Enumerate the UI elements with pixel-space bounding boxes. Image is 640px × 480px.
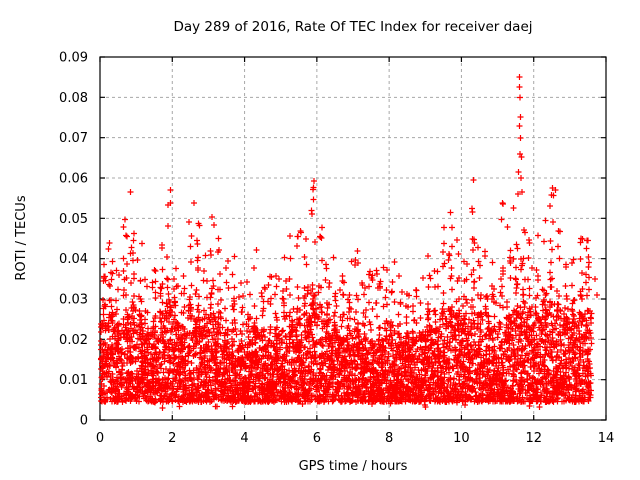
y-axis-label: ROTI / TECUs	[14, 195, 29, 280]
y-tick-label: 0.08	[59, 91, 88, 106]
y-tick-label: 0.09	[59, 51, 88, 66]
scatter-plus-markers	[98, 74, 600, 411]
x-tick-labels: 0 2 4 6 8 10 12 14	[96, 431, 614, 446]
x-tick-label: 10	[453, 431, 470, 446]
y-tick-label: 0.05	[59, 212, 88, 227]
x-tick-label: 4	[240, 431, 248, 446]
y-tick-label: 0.07	[59, 131, 88, 146]
y-tick-label: 0.01	[59, 373, 88, 388]
y-tick-label: 0.06	[59, 172, 88, 187]
y-tick-label: 0.04	[59, 252, 88, 267]
y-tick-label: 0.02	[59, 333, 88, 348]
x-axis-label: GPS time / hours	[299, 459, 408, 474]
x-tick-label: 6	[313, 431, 321, 446]
y-tick-label: 0	[80, 414, 88, 429]
x-tick-label: 12	[525, 431, 542, 446]
plot-border	[99, 56, 607, 421]
x-tick-label: 8	[385, 431, 393, 446]
axis-ticks	[99, 56, 607, 421]
x-tick-label: 14	[598, 431, 615, 446]
chart-title: Day 289 of 2016, Rate Of TEC Index for r…	[173, 19, 532, 35]
x-tick-label: 2	[168, 431, 176, 446]
y-tick-labels: 0 0.01 0.02 0.03 0.04 0.05 0.06 0.07 0.08 0.09	[59, 51, 88, 429]
y-tick-label: 0.03	[59, 293, 88, 308]
data-points	[98, 74, 600, 411]
tick-marks	[99, 56, 607, 421]
x-tick-label: 0	[96, 431, 104, 446]
